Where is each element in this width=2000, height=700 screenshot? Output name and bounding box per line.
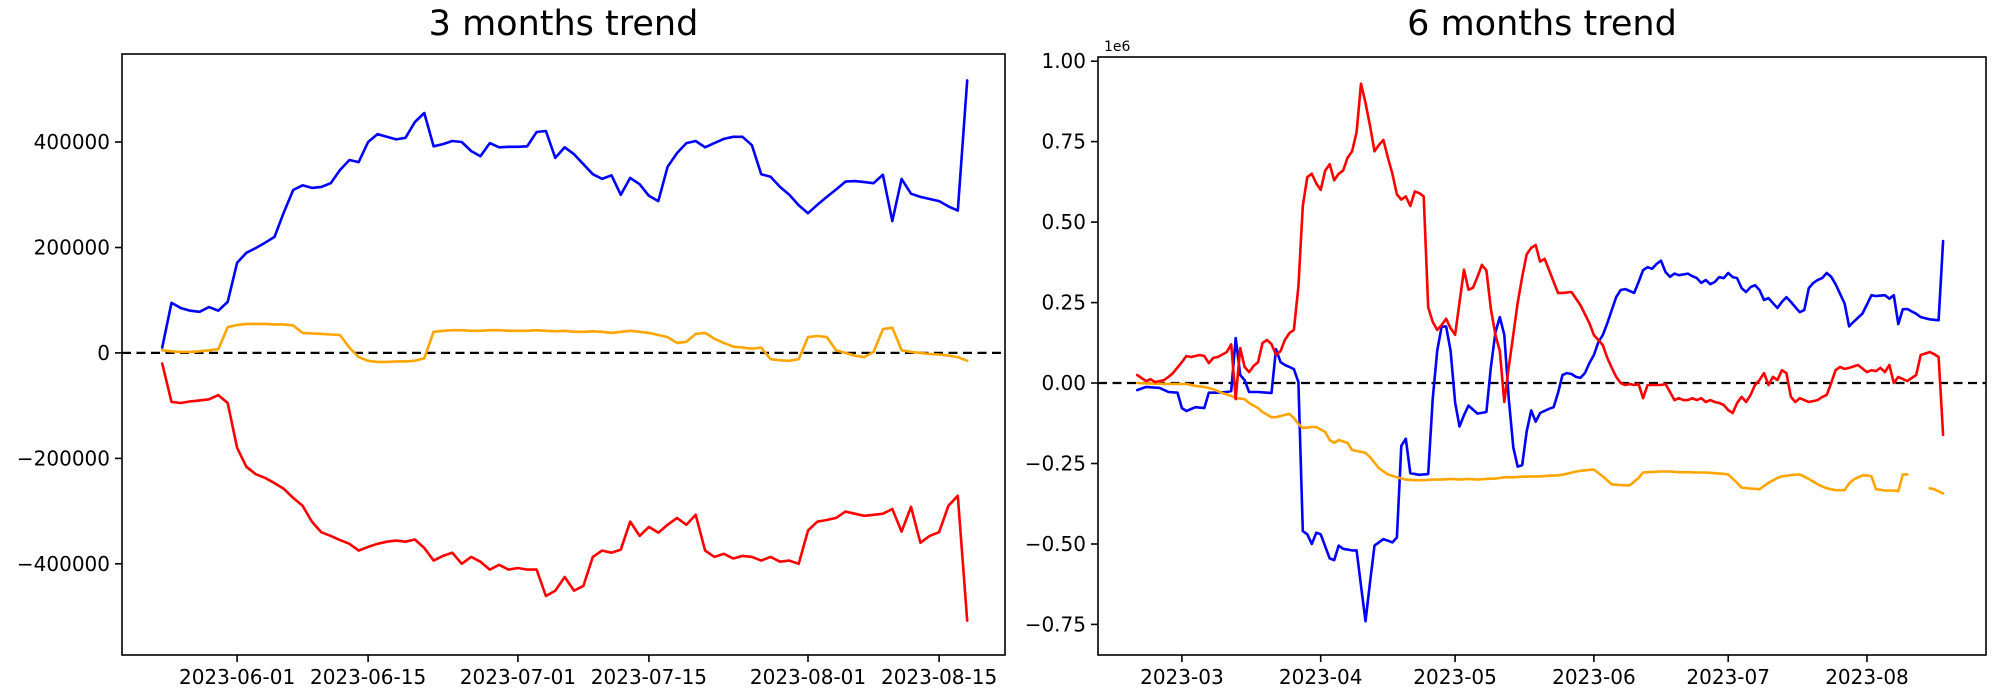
series-line-orange (160, 322, 969, 364)
y-axis-offset-label: 1e6 (1104, 39, 1131, 55)
y-axis-tick-label: −0.25 (1025, 452, 1086, 476)
six-months-trend-chart: 1.00 0.75 0.50 0.25 0.00 −0.25 −0.50 −0.75 2023-… (1025, 39, 1987, 689)
x-axis-tick-label: 2023-07 (1686, 665, 1770, 689)
y-axis-tick-label: 0.50 (1041, 210, 1086, 234)
y-axis-tick-label: 0.00 (1041, 371, 1086, 395)
series-line-red (160, 362, 969, 622)
chart-title-3-months-trend: 3 months trend (428, 4, 699, 44)
series-line-red (1135, 82, 1945, 437)
x-axis-tick-label: 2023-08 (1825, 665, 1909, 689)
y-axis-tick-label: −200000 (17, 446, 110, 470)
plot-border (1097, 56, 1987, 656)
x-axis-tick-label: 2023-06-01 (179, 665, 295, 689)
plot-border (121, 53, 1006, 656)
series-line-blue (160, 79, 969, 349)
x-axis-tick-label: 2023-07-15 (591, 665, 707, 689)
y-axis-tick-label: −0.75 (1025, 612, 1086, 636)
x-axis-tick-label: 2023-08-01 (750, 665, 866, 689)
series-line-blue (1135, 239, 1945, 623)
y-axis-tick-label: −0.50 (1025, 532, 1086, 556)
x-axis-tick-label: 2023-06-15 (310, 665, 426, 689)
x-axis-tick-label: 2023-03 (1140, 665, 1224, 689)
x-axis-tick-label: 2023-06 (1552, 665, 1636, 689)
y-axis-tick-label: 0.75 (1041, 130, 1086, 154)
chart-title-6-months-trend: 6 months trend (1407, 4, 1677, 44)
y-axis-tick-label: 200000 (34, 236, 110, 260)
y-axis-tick-label: 1.00 (1041, 49, 1086, 73)
y-axis-tick-label: −400000 (17, 552, 110, 576)
series-line-orange (1135, 381, 1945, 495)
x-axis-tick-label: 2023-04 (1279, 665, 1363, 689)
three-months-trend-chart: 400000 200000 0 −200000 −400000 2023-06-01 202… (17, 53, 1006, 689)
y-axis-tick-label: 0.25 (1041, 291, 1086, 315)
y-axis-tick-label: 400000 (34, 130, 110, 154)
x-axis-tick-label: 2023-08-15 (881, 665, 997, 689)
x-axis-tick-label: 2023-05 (1413, 665, 1497, 689)
y-axis-tick-label: 0 (97, 341, 110, 365)
x-axis-tick-label: 2023-07-01 (460, 665, 576, 689)
